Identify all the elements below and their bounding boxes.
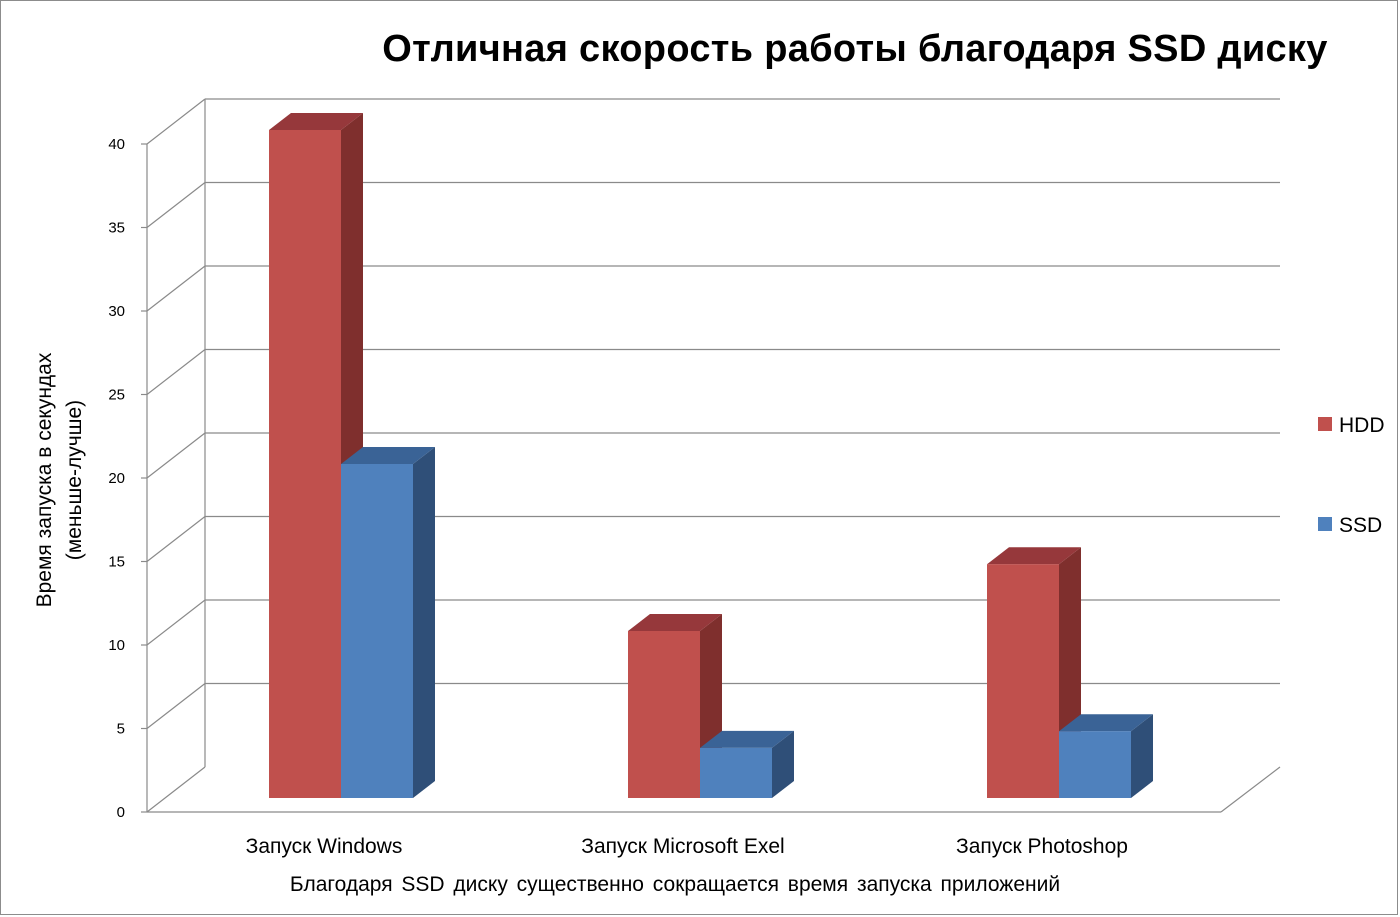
- gridline-side: [146, 98, 206, 145]
- gridline-side: [146, 182, 206, 228]
- bar-ssd: [341, 464, 413, 798]
- legend-label-ssd: SSD: [1339, 514, 1382, 537]
- y-tick-label: 15: [108, 554, 125, 571]
- bar-hdd: [269, 130, 341, 798]
- bar-hdd: [628, 631, 700, 798]
- legend: HDD SSD: [1318, 414, 1385, 537]
- bar-hdd: [987, 564, 1059, 798]
- gridline-side: [146, 265, 206, 312]
- legend-label-hdd: HDD: [1339, 414, 1385, 437]
- bar-top-hdd: [269, 113, 363, 130]
- gridline-side: [146, 349, 206, 395]
- bar-side-ssd: [413, 447, 435, 798]
- bar-ssd: [700, 747, 772, 798]
- bar-top-hdd: [628, 614, 722, 631]
- y-tick-label: 30: [108, 303, 125, 320]
- bar-side-ssd: [772, 730, 794, 798]
- bar-layer: [269, 113, 1153, 798]
- chart-title: Отличная скорость работы благодаря SSD д…: [382, 28, 1328, 70]
- y-tick-label: 35: [108, 220, 125, 237]
- legend-swatch-hdd: [1318, 417, 1332, 431]
- gridline-side: [146, 683, 206, 729]
- gridline-side: [146, 432, 206, 479]
- x-tick-label: Запуск Photoshop: [956, 835, 1128, 858]
- gridline-side: [146, 516, 206, 562]
- x-axis-label: Благодаря SSD диску существенно сокращае…: [289, 873, 1061, 896]
- bar-ssd: [1059, 731, 1131, 798]
- y-tick-label: 0: [117, 804, 125, 821]
- gridline-side: [146, 766, 206, 813]
- gridline-side: [146, 599, 206, 646]
- y-tick-label: 40: [108, 136, 125, 153]
- bar-top-ssd: [1059, 714, 1153, 732]
- floor-right-edge: [1220, 766, 1281, 813]
- x-tick-label: Запуск Windows: [246, 835, 403, 858]
- bar-top-hdd: [987, 547, 1081, 565]
- y-tick-label: 20: [108, 470, 125, 487]
- bar-top-ssd: [341, 447, 435, 464]
- bar-side-ssd: [1131, 714, 1153, 798]
- legend-swatch-ssd: [1318, 517, 1332, 531]
- y-tick-label: 25: [108, 387, 125, 404]
- y-tick-label: 10: [108, 637, 125, 654]
- y-tick-label: 5: [117, 721, 125, 738]
- label-layer: 0 5 10 15 20 25 30 35 40 Запуск Windows Запуск Mic…: [108, 136, 1128, 858]
- x-tick-label: Запуск Microsoft Exel: [581, 835, 784, 858]
- grid-layer: [141, 98, 1281, 813]
- bar-top-ssd: [700, 730, 794, 748]
